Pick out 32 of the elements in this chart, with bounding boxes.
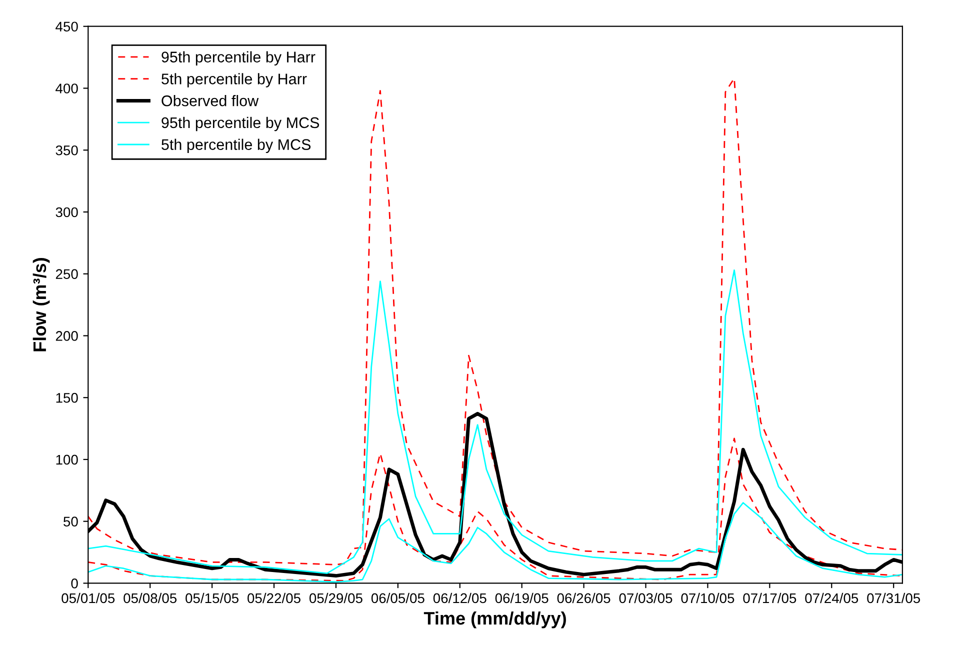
- y-tick-label: 250: [56, 269, 78, 280]
- legend-label: Observed flow: [162, 95, 259, 106]
- x-tick-label: 06/19/05: [495, 592, 548, 604]
- x-tick-label: 06/26/05: [557, 592, 610, 604]
- y-tick-label: 100: [56, 454, 78, 465]
- x-tick-label: 06/12/05: [433, 592, 486, 604]
- y-tick-label: 400: [56, 84, 78, 94]
- y-tick-label: 300: [56, 207, 78, 218]
- line-series: [88, 269, 902, 574]
- y-tick-label: 200: [56, 331, 78, 341]
- x-tick-label: 05/15/05: [186, 592, 239, 604]
- legend-label: 5th percentile by MCS: [162, 138, 311, 154]
- x-tick-label: 07/17/05: [743, 592, 796, 604]
- x-tick-label: 05/08/05: [124, 592, 177, 604]
- y-tick-label: 150: [56, 392, 78, 403]
- x-tick-label: 05/22/05: [248, 592, 300, 604]
- y-tick-label: 450: [56, 22, 78, 32]
- x-tick-label: 06/05/05: [371, 592, 424, 604]
- x-tick-label: 07/10/05: [681, 592, 734, 604]
- x-axis-title: Time (mm/dd/yy): [424, 611, 566, 628]
- y-tick-label: 50: [64, 516, 78, 527]
- x-tick-label: 05/01/05: [62, 592, 115, 604]
- legend-label: 95th percentile by MCS: [162, 116, 320, 132]
- x-tick-label: 07/31/05: [867, 592, 920, 604]
- y-tick-label: 350: [56, 145, 78, 156]
- legend-label: 5th percentile by Harr: [162, 73, 307, 88]
- y-tick-label: 0: [71, 578, 78, 588]
- legend-label: 95th percentile by Harr: [162, 51, 316, 66]
- x-tick-label: 07/24/05: [805, 592, 858, 604]
- x-tick-label: 05/29/05: [309, 592, 362, 604]
- y-axis-title: Flow (m³/s): [32, 258, 50, 352]
- x-tick-label: 07/03/05: [619, 592, 672, 604]
